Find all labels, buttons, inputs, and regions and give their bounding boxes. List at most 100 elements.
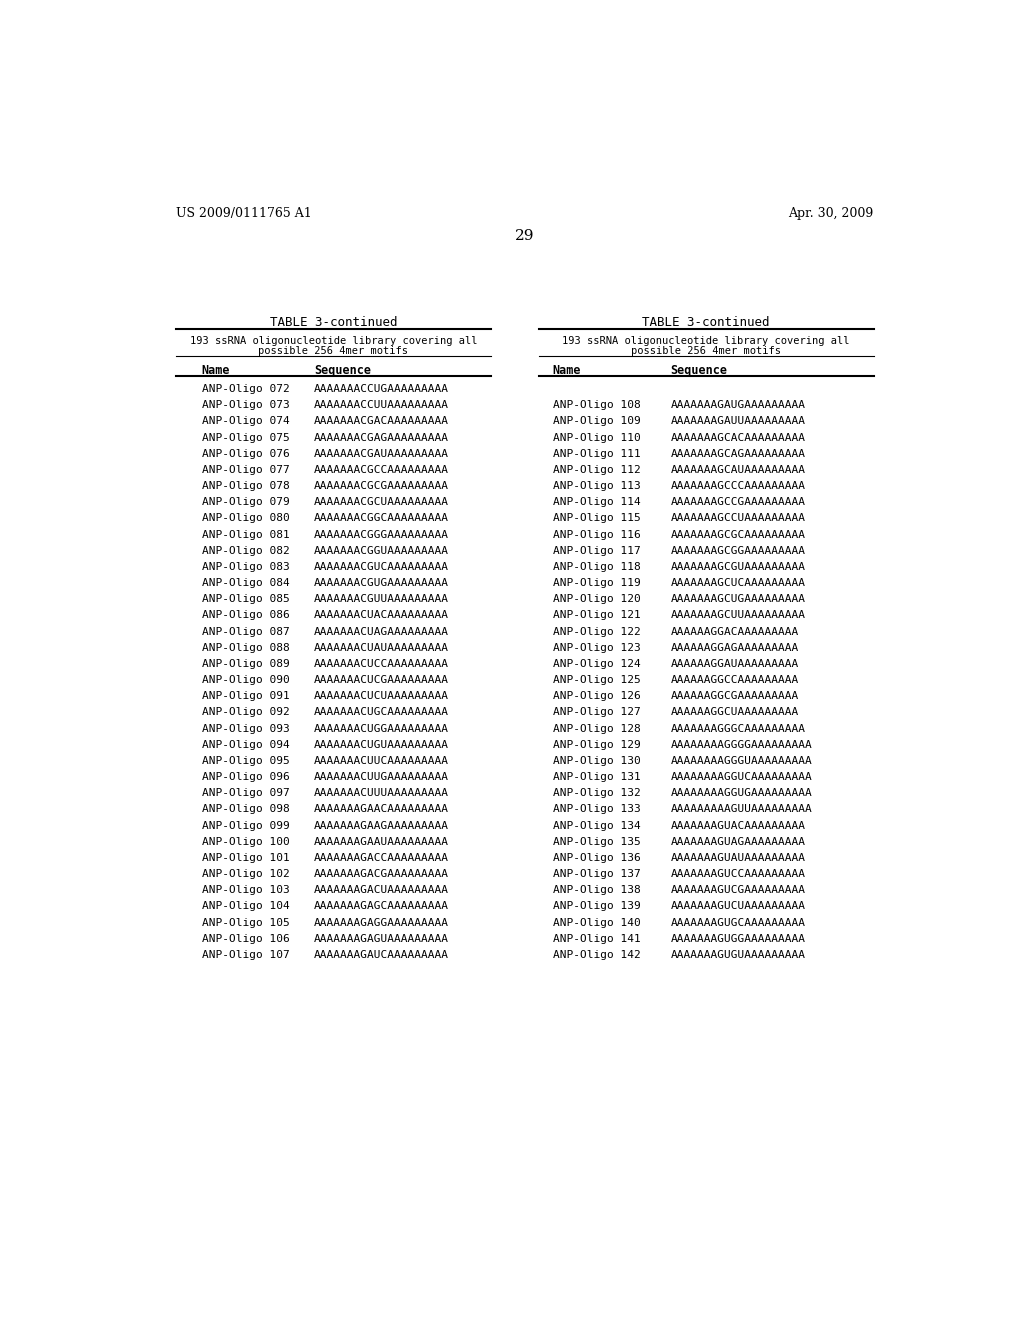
Text: ANP-Oligo 088: ANP-Oligo 088 [202,643,290,652]
Text: ANP-Oligo 126: ANP-Oligo 126 [553,692,640,701]
Text: ANP-Oligo 097: ANP-Oligo 097 [202,788,290,799]
Text: ANP-Oligo 127: ANP-Oligo 127 [553,708,640,717]
Text: ANP-Oligo 101: ANP-Oligo 101 [202,853,290,863]
Text: AAAAAAACUGUAAAAAAAAA: AAAAAAACUGUAAAAAAAAA [314,739,449,750]
Text: AAAAAAAGUGGAAAAAAAAA: AAAAAAAGUGGAAAAAAAAA [671,933,806,944]
Text: AAAAAAACGCUAAAAAAAAA: AAAAAAACGCUAAAAAAAAA [314,498,449,507]
Text: ANP-Oligo 124: ANP-Oligo 124 [553,659,640,669]
Text: AAAAAAACGACAAAAAAAAA: AAAAAAACGACAAAAAAAAA [314,416,449,426]
Text: AAAAAAAGCACAAAAAAAAA: AAAAAAAGCACAAAAAAAAA [671,433,806,442]
Text: AAAAAAAGACGAAAAAAAAA: AAAAAAAGACGAAAAAAAAA [314,869,449,879]
Text: AAAAAAACGAGAAAAAAAAA: AAAAAAACGAGAAAAAAAAA [314,433,449,442]
Text: ANP-Oligo 113: ANP-Oligo 113 [553,480,640,491]
Text: ANP-Oligo 117: ANP-Oligo 117 [553,545,640,556]
Text: AAAAAAAGUGCAAAAAAAAA: AAAAAAAGUGCAAAAAAAAA [671,917,806,928]
Text: ANP-Oligo 129: ANP-Oligo 129 [553,739,640,750]
Text: AAAAAAAGUGUAAAAAAAAA: AAAAAAAGUGUAAAAAAAAA [671,950,806,960]
Text: AAAAAAAGAUGAAAAAAAAA: AAAAAAAGAUGAAAAAAAAA [671,400,806,411]
Text: ANP-Oligo 142: ANP-Oligo 142 [553,950,640,960]
Text: ANP-Oligo 084: ANP-Oligo 084 [202,578,290,587]
Text: 193 ssRNA oligonucleotide library covering all: 193 ssRNA oligonucleotide library coveri… [562,335,850,346]
Text: ANP-Oligo 094: ANP-Oligo 094 [202,739,290,750]
Text: AAAAAAACGUUAAAAAAAAA: AAAAAAACGUUAAAAAAAAA [314,594,449,605]
Text: AAAAAAACGAUAAAAAAAAA: AAAAAAACGAUAAAAAAAAA [314,449,449,458]
Text: ANP-Oligo 078: ANP-Oligo 078 [202,480,290,491]
Text: ANP-Oligo 123: ANP-Oligo 123 [553,643,640,652]
Text: ANP-Oligo 102: ANP-Oligo 102 [202,869,290,879]
Text: AAAAAAAGCAUAAAAAAAAA: AAAAAAAGCAUAAAAAAAAA [671,465,806,475]
Text: ANP-Oligo 092: ANP-Oligo 092 [202,708,290,717]
Text: AAAAAAAGCCUAAAAAAAAA: AAAAAAAGCCUAAAAAAAAA [671,513,806,523]
Text: Name: Name [553,364,582,378]
Text: ANP-Oligo 077: ANP-Oligo 077 [202,465,290,475]
Text: AAAAAAACGGGAAAAAAAAA: AAAAAAACGGGAAAAAAAAA [314,529,449,540]
Text: AAAAAAAGCGUAAAAAAAAA: AAAAAAAGCGUAAAAAAAAA [671,562,806,572]
Text: ANP-Oligo 119: ANP-Oligo 119 [553,578,640,587]
Text: TABLE 3-continued: TABLE 3-continued [269,317,397,329]
Text: Name: Name [202,364,230,378]
Text: ANP-Oligo 135: ANP-Oligo 135 [553,837,640,846]
Text: AAAAAAAGACCAAAAAAAAA: AAAAAAAGACCAAAAAAAAA [314,853,449,863]
Text: ANP-Oligo 099: ANP-Oligo 099 [202,821,290,830]
Text: AAAAAAACUCCAAAAAAAAA: AAAAAAACUCCAAAAAAAAA [314,659,449,669]
Text: AAAAAAGGCCAAAAAAAAA: AAAAAAGGCCAAAAAAAAA [671,675,799,685]
Text: AAAAAAAGAAUAAAAAAAAA: AAAAAAAGAAUAAAAAAAAA [314,837,449,846]
Text: ANP-Oligo 079: ANP-Oligo 079 [202,498,290,507]
Text: AAAAAAAGCCCAAAAAAAAA: AAAAAAAGCCCAAAAAAAAA [671,480,806,491]
Text: AAAAAAAAGGUCAAAAAAAAA: AAAAAAAAGGUCAAAAAAAAA [671,772,812,781]
Text: AAAAAAACGUCAAAAAAAAA: AAAAAAACGUCAAAAAAAAA [314,562,449,572]
Text: ANP-Oligo 132: ANP-Oligo 132 [553,788,640,799]
Text: TABLE 3-continued: TABLE 3-continued [642,317,770,329]
Text: ANP-Oligo 130: ANP-Oligo 130 [553,756,640,766]
Text: ANP-Oligo 095: ANP-Oligo 095 [202,756,290,766]
Text: AAAAAAACGGCAAAAAAAAA: AAAAAAACGGCAAAAAAAAA [314,513,449,523]
Text: AAAAAAAGACUAAAAAAAAA: AAAAAAAGACUAAAAAAAAA [314,886,449,895]
Text: AAAAAAACGUGAAAAAAAAA: AAAAAAACGUGAAAAAAAAA [314,578,449,587]
Text: ANP-Oligo 112: ANP-Oligo 112 [553,465,640,475]
Text: AAAAAAGGAGAAAAAAAAA: AAAAAAGGAGAAAAAAAAA [671,643,799,652]
Text: AAAAAAACUACAAAAAAAAA: AAAAAAACUACAAAAAAAAA [314,610,449,620]
Text: ANP-Oligo 083: ANP-Oligo 083 [202,562,290,572]
Text: ANP-Oligo 114: ANP-Oligo 114 [553,498,640,507]
Text: AAAAAAAGAUUAAAAAAAAA: AAAAAAAGAUUAAAAAAAAA [671,416,806,426]
Text: ANP-Oligo 087: ANP-Oligo 087 [202,627,290,636]
Text: ANP-Oligo 103: ANP-Oligo 103 [202,886,290,895]
Text: AAAAAAACUUGAAAAAAAAA: AAAAAAACUUGAAAAAAAAA [314,772,449,781]
Text: ANP-Oligo 076: ANP-Oligo 076 [202,449,290,458]
Text: AAAAAAAGAGCAAAAAAAAA: AAAAAAAGAGCAAAAAAAAA [314,902,449,911]
Text: AAAAAAGGCUAAAAAAAAA: AAAAAAGGCUAAAAAAAAA [671,708,799,717]
Text: ANP-Oligo 085: ANP-Oligo 085 [202,594,290,605]
Text: ANP-Oligo 120: ANP-Oligo 120 [553,594,640,605]
Text: 29: 29 [515,230,535,243]
Text: AAAAAAAAGGGGAAAAAAAAA: AAAAAAAAGGGGAAAAAAAAA [671,739,812,750]
Text: AAAAAAACCUGAAAAAAAAA: AAAAAAACCUGAAAAAAAAA [314,384,449,393]
Text: ANP-Oligo 118: ANP-Oligo 118 [553,562,640,572]
Text: ANP-Oligo 098: ANP-Oligo 098 [202,804,290,814]
Text: AAAAAAACUAUAAAAAAAAA: AAAAAAACUAUAAAAAAAAA [314,643,449,652]
Text: 193 ssRNA oligonucleotide library covering all: 193 ssRNA oligonucleotide library coveri… [189,335,477,346]
Text: AAAAAAACUAGAAAAAAAAA: AAAAAAACUAGAAAAAAAAA [314,627,449,636]
Text: AAAAAAGGAUAAAAAAAAA: AAAAAAGGAUAAAAAAAAA [671,659,799,669]
Text: AAAAAAAGCUCAAAAAAAAA: AAAAAAAGCUCAAAAAAAAA [671,578,806,587]
Text: AAAAAAACGCCAAAAAAAAA: AAAAAAACGCCAAAAAAAAA [314,465,449,475]
Text: ANP-Oligo 075: ANP-Oligo 075 [202,433,290,442]
Text: AAAAAAAGUCGAAAAAAAAA: AAAAAAAGUCGAAAAAAAAA [671,886,806,895]
Text: ANP-Oligo 140: ANP-Oligo 140 [553,917,640,928]
Text: ANP-Oligo 137: ANP-Oligo 137 [553,869,640,879]
Text: AAAAAAAGGGCAAAAAAAAA: AAAAAAAGGGCAAAAAAAAA [671,723,806,734]
Text: AAAAAAAAAGUUAAAAAAAAA: AAAAAAAAAGUUAAAAAAAAA [671,804,812,814]
Text: ANP-Oligo 115: ANP-Oligo 115 [553,513,640,523]
Text: ANP-Oligo 091: ANP-Oligo 091 [202,692,290,701]
Text: ANP-Oligo 121: ANP-Oligo 121 [553,610,640,620]
Text: ANP-Oligo 138: ANP-Oligo 138 [553,886,640,895]
Text: AAAAAAAGCGGAAAAAAAAA: AAAAAAAGCGGAAAAAAAAA [671,545,806,556]
Text: ANP-Oligo 086: ANP-Oligo 086 [202,610,290,620]
Text: ANP-Oligo 136: ANP-Oligo 136 [553,853,640,863]
Text: AAAAAAACUGCAAAAAAAAA: AAAAAAACUGCAAAAAAAAA [314,708,449,717]
Text: Apr. 30, 2009: Apr. 30, 2009 [788,207,873,220]
Text: ANP-Oligo 110: ANP-Oligo 110 [553,433,640,442]
Text: AAAAAAAGCGCAAAAAAAAA: AAAAAAAGCGCAAAAAAAAA [671,529,806,540]
Text: ANP-Oligo 106: ANP-Oligo 106 [202,933,290,944]
Text: ANP-Oligo 139: ANP-Oligo 139 [553,902,640,911]
Text: ANP-Oligo 128: ANP-Oligo 128 [553,723,640,734]
